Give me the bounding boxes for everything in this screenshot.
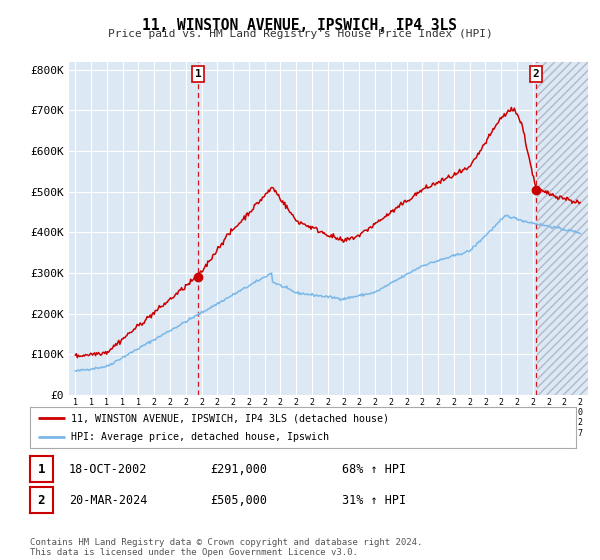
Text: 31% ↑ HPI: 31% ↑ HPI (342, 493, 406, 507)
Text: 2: 2 (533, 69, 539, 79)
Text: 68% ↑ HPI: 68% ↑ HPI (342, 463, 406, 476)
Text: £505,000: £505,000 (210, 493, 267, 507)
Text: HPI: Average price, detached house, Ipswich: HPI: Average price, detached house, Ipsw… (71, 432, 329, 442)
Text: 11, WINSTON AVENUE, IPSWICH, IP4 3LS: 11, WINSTON AVENUE, IPSWICH, IP4 3LS (143, 18, 458, 33)
Text: 1: 1 (195, 69, 202, 79)
Text: £291,000: £291,000 (210, 463, 267, 476)
Text: 20-MAR-2024: 20-MAR-2024 (69, 493, 148, 507)
Text: 18-OCT-2002: 18-OCT-2002 (69, 463, 148, 476)
Text: Price paid vs. HM Land Registry's House Price Index (HPI): Price paid vs. HM Land Registry's House … (107, 29, 493, 39)
Text: Contains HM Land Registry data © Crown copyright and database right 2024.
This d: Contains HM Land Registry data © Crown c… (30, 538, 422, 557)
Text: 11, WINSTON AVENUE, IPSWICH, IP4 3LS (detached house): 11, WINSTON AVENUE, IPSWICH, IP4 3LS (de… (71, 413, 389, 423)
Bar (537, 62, 588, 395)
Text: 2: 2 (38, 493, 45, 507)
Text: 1: 1 (38, 463, 45, 476)
